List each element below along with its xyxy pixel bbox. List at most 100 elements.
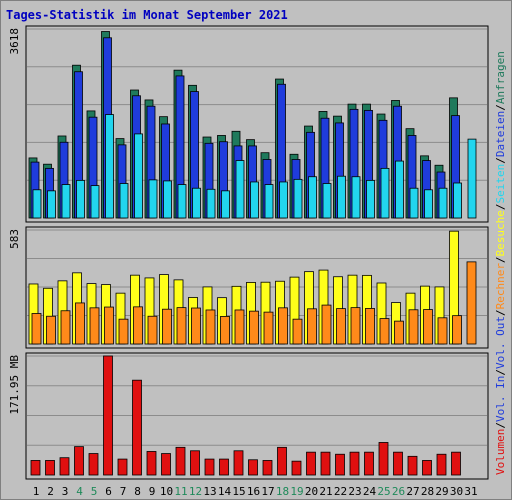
bar-rechner-day-1: 1: 156 xyxy=(31,313,42,345)
bar-seiten-day-24: 24: 720 xyxy=(366,179,375,219)
bar-volumen-day-28: 28: 21 xyxy=(422,460,432,476)
x-tick-label: 29 xyxy=(435,485,448,498)
bar-seiten-day-27: 27: 570 xyxy=(409,187,419,219)
x-tick-label: 13 xyxy=(203,485,216,498)
bar-volumen-day-5: 5: 31 xyxy=(88,453,99,476)
bar-volumen-day-9: 9: 34 xyxy=(146,451,157,476)
bar-rechner-day-18: 18: 185 xyxy=(278,307,288,345)
bar-rechner-day-3: 3: 170 xyxy=(60,310,71,345)
x-tick-label: 21 xyxy=(319,485,332,498)
legend-separator: / xyxy=(494,104,507,111)
x-tick-label: 27 xyxy=(406,485,419,498)
bar-rechner-day-9: 9: 142 xyxy=(147,315,158,345)
legend-entry: Vol. In xyxy=(494,376,507,422)
legend-separator: / xyxy=(494,203,507,210)
bar-seiten-day-20: 20: 790 xyxy=(308,176,317,219)
panel-visits: 1: 3072: 2853: 3234: 3645: 3096: 3047: 2… xyxy=(8,226,489,349)
bar-volumen-day-23: 23: 33 xyxy=(349,451,360,476)
bar-rechner-day-25: 25: 130 xyxy=(379,318,390,345)
x-tick-label: 11 xyxy=(174,485,187,498)
x-tick-label: 25 xyxy=(377,485,390,498)
x-tick-label: 3 xyxy=(62,485,69,498)
x-tick-label: 24 xyxy=(363,485,377,498)
chart-title: Tages-Statistik im Monat September 2021 xyxy=(6,8,288,22)
bar-volumen-day-8: 8: 137 xyxy=(132,379,142,476)
bar-seiten-day-29: 29: 570 xyxy=(438,187,448,219)
bar-seiten-day-31: 31: 1510 xyxy=(467,138,477,219)
bar-seiten-day-7: 7: 660 xyxy=(119,183,129,219)
bar-volumen-day-26: 26: 33 xyxy=(393,451,403,476)
bar-seiten-day-19: 19: 740 xyxy=(293,178,303,219)
bar-seiten-day-28: 28: 540 xyxy=(424,189,433,219)
y-max-label: 583 xyxy=(8,229,21,249)
bar-rechner-day-2: 2: 142 xyxy=(46,315,56,345)
x-tick-label: 23 xyxy=(348,485,361,498)
x-tick-label: 1 xyxy=(33,485,40,498)
x-tick-label: 4 xyxy=(76,485,83,498)
x-tick-label: 9 xyxy=(149,485,156,498)
bar-volumen-day-15: 15: 35 xyxy=(233,450,244,476)
x-tick-label: 28 xyxy=(421,485,434,498)
bar-rechner-day-4: 4: 210 xyxy=(75,302,85,345)
bar-rechner-day-7: 7: 127 xyxy=(118,318,129,345)
bar-volumen-day-4: 4: 41 xyxy=(74,446,84,476)
bar-volumen-day-19: 19: 20 xyxy=(291,460,302,476)
bar-seiten-day-3: 3: 640 xyxy=(61,184,71,219)
bar-seiten-day-23: 23: 790 xyxy=(351,176,361,219)
bar-seiten-day-2: 2: 520 xyxy=(47,190,56,219)
bar-rechner-day-8: 8: 190 xyxy=(133,306,143,345)
legend-entry: Besuche xyxy=(494,210,507,256)
bar-volumen-day-12: 12: 35 xyxy=(190,450,200,476)
bar-volumen-day-1: 1: 21 xyxy=(30,460,41,476)
bar-volumen-day-13: 13: 23 xyxy=(204,458,215,476)
bar-rechner-day-30: 30: 145 xyxy=(452,315,462,345)
bar-seiten-day-18: 18: 690 xyxy=(279,181,288,219)
bar-volumen-day-11: 11: 40 xyxy=(175,446,186,476)
bar-volumen-day-17: 17: 21 xyxy=(262,460,273,476)
bar-rechner-day-15: 15: 174 xyxy=(234,309,245,345)
panel-requests: 1: 11502: 10303: 15704: 29255: 20506: 35… xyxy=(8,25,489,223)
x-tick-label: 8 xyxy=(134,485,141,498)
legend-separator: / xyxy=(494,309,507,316)
x-tick-label: 5 xyxy=(91,485,98,498)
bar-seiten-day-1: 1: 540 xyxy=(32,189,42,219)
bar-volumen-day-16: 16: 22 xyxy=(248,459,258,476)
bar-seiten-day-13: 13: 550 xyxy=(206,188,216,219)
bar-volumen-day-29: 29: 30 xyxy=(436,453,447,476)
bar-volumen-day-30: 30: 33 xyxy=(451,451,461,476)
x-tick-label: 20 xyxy=(305,485,318,498)
bar-rechner-day-10: 10: 178 xyxy=(162,308,172,345)
bar-rechner-day-17: 17: 163 xyxy=(263,311,274,345)
bar-seiten-day-9: 9: 730 xyxy=(148,179,158,219)
bar-volumen-day-3: 3: 25 xyxy=(59,457,70,476)
panel-volume: 1: 21 2: 21 3: 25 4: 41 5: 31 6: 172 7: 23 8: 1… xyxy=(8,352,489,480)
bar-volumen-day-20: 20: 33 xyxy=(306,451,316,476)
x-tick-label: 10 xyxy=(160,485,173,498)
y-max-label: 171.95 MB xyxy=(8,355,21,415)
x-tick-label: 2 xyxy=(47,485,54,498)
bar-rechner-day-22: 22: 181 xyxy=(336,308,346,345)
x-tick-label: 6 xyxy=(105,485,112,498)
legend-separator: / xyxy=(494,256,507,263)
x-tick-label: 19 xyxy=(290,485,303,498)
bar-seiten-day-10: 10: 710 xyxy=(163,180,172,219)
legend: Volumen/Vol. In/Vol. Out/Rechner/Besuche… xyxy=(494,51,507,475)
x-tick-label: 18 xyxy=(276,485,289,498)
bar-volumen-day-14: 14: 23 xyxy=(219,458,229,476)
x-tick-label: 12 xyxy=(189,485,202,498)
bar-rechner-day-19: 19: 127 xyxy=(292,318,303,345)
bar-volumen-day-27: 27: 27 xyxy=(407,455,418,476)
bar-volumen-day-2: 2: 21 xyxy=(45,460,55,476)
legend-separator: / xyxy=(494,422,507,429)
bar-rechner-day-23: 23: 186 xyxy=(350,307,361,345)
bar-rechner-day-24: 24: 182 xyxy=(365,308,375,345)
legend-separator: / xyxy=(494,369,507,376)
bar-seiten-day-6: 6: 1980 xyxy=(105,114,114,219)
x-tick-label: 26 xyxy=(392,485,405,498)
x-tick-label: 7 xyxy=(120,485,127,498)
bar-seiten-day-17: 17: 640 xyxy=(264,184,274,219)
bar-rechner-day-14: 14: 141 xyxy=(220,316,230,345)
legend-separator: / xyxy=(494,157,507,164)
bar-seiten-day-25: 25: 950 xyxy=(380,167,390,219)
